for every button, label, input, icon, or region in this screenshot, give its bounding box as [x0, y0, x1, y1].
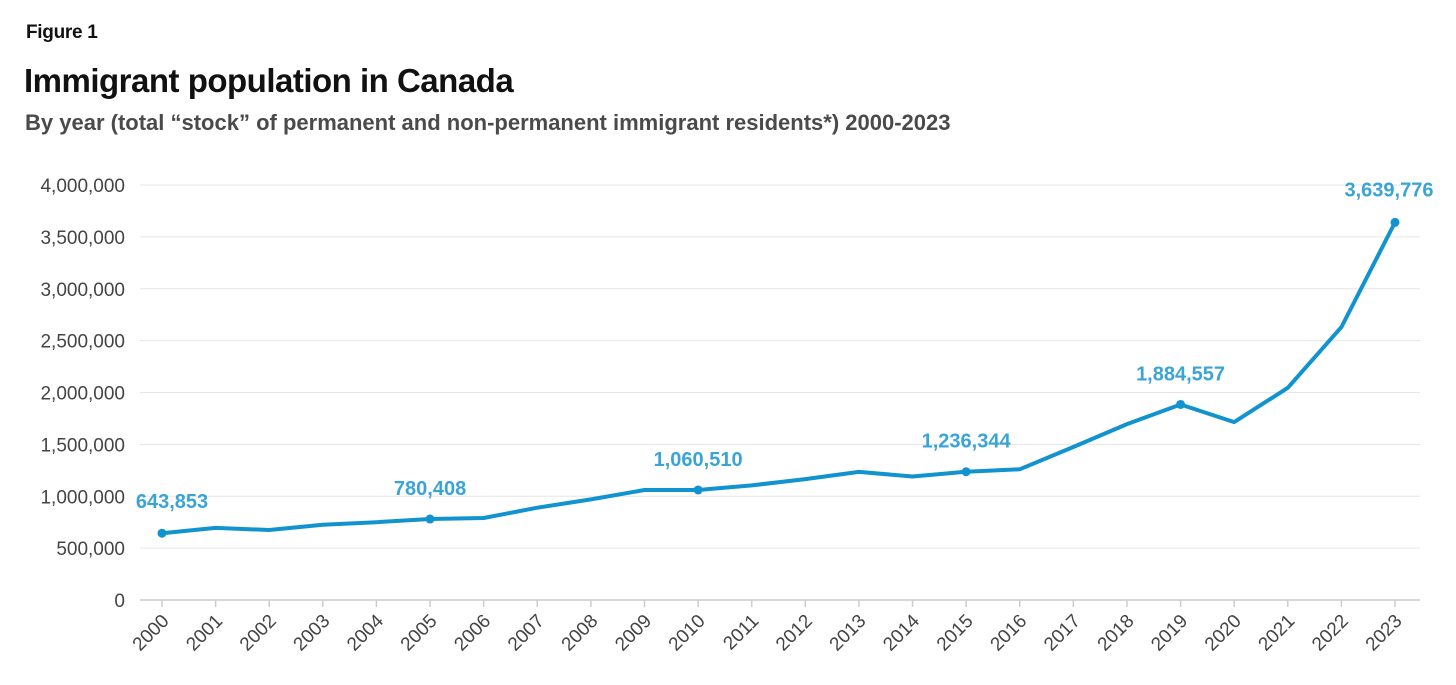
x-tick-label: 2015	[933, 611, 978, 656]
x-tick-label: 2008	[558, 611, 603, 656]
y-tick-label: 3,500,000	[40, 228, 125, 249]
data-point-marker	[1176, 399, 1186, 409]
x-tick-label: 2012	[772, 611, 817, 656]
x-tick-label: 2011	[719, 611, 763, 655]
chart-title: Immigrant population in Canada	[24, 62, 514, 99]
data-point-marker	[425, 514, 435, 524]
x-tick-label: 2017	[1040, 611, 1085, 656]
x-tick-label: 2014	[879, 610, 924, 655]
x-tick-label: 2023	[1362, 611, 1407, 656]
data-point-marker	[961, 467, 971, 477]
data-label: 3,639,776	[1345, 179, 1434, 201]
series-line	[160, 220, 1397, 536]
y-tick-label: 2,500,000	[40, 332, 125, 353]
x-tick-label: 2001	[182, 611, 227, 656]
grid-lines	[140, 184, 1420, 549]
y-tick-label: 3,000,000	[40, 280, 125, 301]
data-label: 780,408	[394, 478, 466, 500]
x-tick-label: 2007	[504, 611, 549, 656]
x-tick-label: 2022	[1308, 611, 1353, 656]
data-labels: 643,853 780,408 1,060,510 1,236,344 1,884,55…	[136, 179, 1434, 513]
y-tick-label: 1,500,000	[40, 435, 125, 456]
y-tick-label: 1,000,000	[40, 487, 125, 508]
data-label: 1,060,510	[654, 449, 743, 471]
data-label: 1,236,344	[922, 431, 1012, 453]
x-tick-label: 2019	[1147, 611, 1192, 656]
data-point-marker	[1390, 217, 1400, 227]
y-tick-label: 0	[114, 591, 125, 612]
marked-points	[157, 217, 1400, 538]
x-tick-label: 2006	[450, 611, 495, 656]
x-tick-label: 2018	[1094, 611, 1139, 656]
data-label: 1,884,557	[1136, 363, 1225, 385]
y-tick-label: 2,000,000	[40, 384, 125, 405]
x-tick-label: 2002	[236, 611, 281, 656]
series-immigrant-population	[160, 220, 1397, 536]
y-tick-label: 4,000,000	[40, 176, 125, 197]
x-tick-label: 2003	[290, 611, 335, 656]
figure-label: Figure 1	[26, 22, 98, 43]
x-tick-label: 2021	[1255, 611, 1300, 656]
data-point-marker	[157, 528, 167, 538]
y-tick-label: 500,000	[56, 539, 125, 560]
x-tick-label: 2016	[987, 611, 1032, 656]
data-point-marker	[693, 485, 703, 495]
data-label: 643,853	[136, 491, 208, 513]
x-tick-label: 2004	[343, 610, 388, 655]
x-tick-label: 2010	[665, 611, 710, 656]
x-tick-label: 2013	[826, 611, 871, 656]
x-tick-label: 2020	[1201, 611, 1246, 656]
x-tick-label: 2009	[611, 611, 656, 656]
x-tick-label: 2000	[129, 611, 174, 656]
x-tick-label: 2005	[397, 611, 442, 656]
chart-subtitle: By year (total “stock” of permanent and …	[25, 110, 951, 135]
